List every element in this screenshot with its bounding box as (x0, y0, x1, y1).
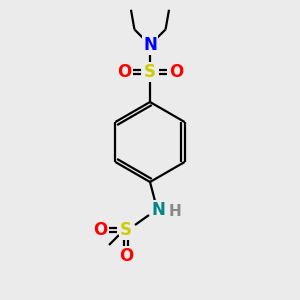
Text: O: O (169, 63, 183, 81)
Text: O: O (117, 63, 131, 81)
Text: N: N (151, 201, 165, 219)
Text: O: O (119, 247, 133, 265)
Text: S: S (144, 63, 156, 81)
Text: N: N (143, 36, 157, 54)
Text: H: H (169, 205, 182, 220)
Text: O: O (93, 221, 107, 239)
Text: S: S (120, 221, 132, 239)
